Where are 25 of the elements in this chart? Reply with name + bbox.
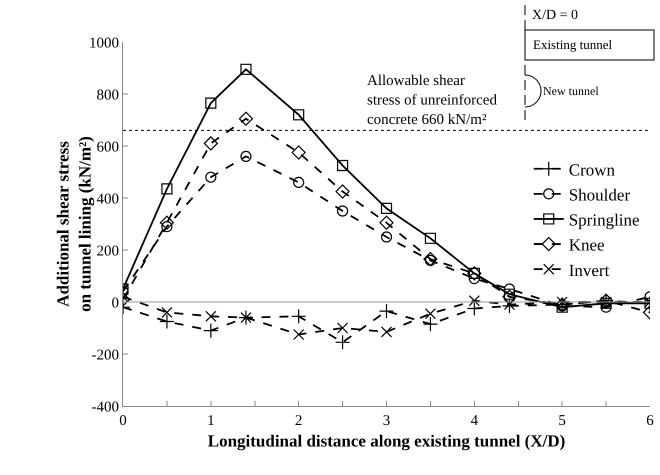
x-tick-label: 2: [294, 413, 302, 429]
y-tick-label: 0: [112, 295, 119, 312]
legend-label: Knee: [568, 236, 605, 255]
x-tick-label: 3: [382, 413, 390, 429]
y-tick-label: 1000: [89, 35, 119, 52]
x-tick-label: 4: [470, 413, 479, 429]
x-tick-label: 5: [558, 413, 566, 429]
annotation: New tunnel: [543, 84, 600, 98]
legend-label: Crown: [568, 160, 616, 180]
x-tick-label: 6: [646, 413, 654, 429]
y-tick-label: 600: [96, 139, 119, 156]
y-tick-label: 800: [96, 87, 119, 104]
text: X/D = 0: [532, 8, 578, 23]
ref-line-label: Allowable shear stress of unreinforced concrete 660 kN/m²: [367, 73, 498, 128]
legend-label: Invert: [568, 260, 610, 280]
x-tick-label: 1: [207, 413, 215, 429]
y-tick-label: -200: [92, 347, 119, 364]
y-tick-label: 200: [96, 243, 119, 260]
y-tick-label: -400: [92, 399, 119, 416]
legend-label: Shoulder: [568, 185, 630, 204]
legend-label: Springline: [568, 210, 640, 230]
x-axis-title: Longitudinal distance along existing tunnel (X/D): [208, 431, 566, 450]
annotation: Existing tunnel: [533, 37, 612, 52]
y-tick-label: 400: [96, 191, 119, 208]
y-axis-title: Additional shear stress on tunnel lining (kN/m²): [53, 136, 94, 312]
